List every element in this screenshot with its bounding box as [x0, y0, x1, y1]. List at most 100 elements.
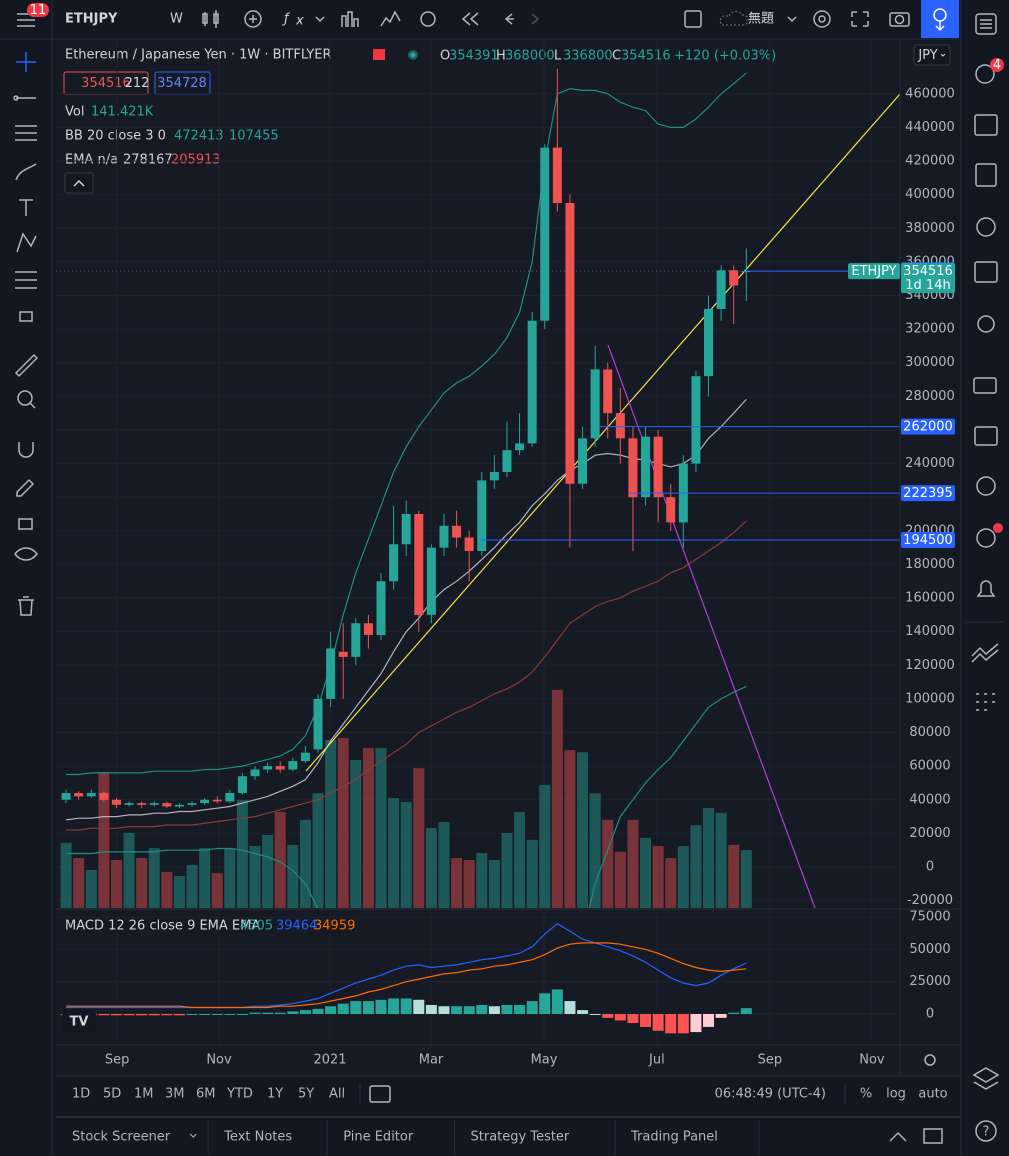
- price-label-box: [901, 418, 955, 435]
- draw-mode-tool[interactable]: [16, 478, 35, 497]
- range-button[interactable]: 6M: [196, 1087, 216, 1102]
- range-button[interactable]: YTD: [226, 1087, 253, 1102]
- lock-all-tool[interactable]: [18, 518, 33, 530]
- panel-tab[interactable]: Stock Screener: [72, 1130, 171, 1145]
- publish-button[interactable]: [921, 0, 959, 38]
- screenshot-icon[interactable]: [889, 12, 910, 27]
- bottom-bar: 1D 5D 1M 3M 6M YTD 1Y 5Y All 06:48:49 (UTC-4)% log…: [56, 1075, 960, 1156]
- fib-tool[interactable]: [15, 125, 37, 141]
- range-button[interactable]: 3M: [165, 1087, 185, 1102]
- range-button[interactable]: All: [329, 1087, 345, 1102]
- order-panel-icon[interactable]: [971, 643, 999, 663]
- hide-tool[interactable]: [14, 547, 38, 561]
- macd-histogram-bar: [740, 1008, 752, 1014]
- macd-histogram-bar: [589, 1013, 601, 1015]
- macd-histogram-bar: [715, 1013, 727, 1018]
- volume-bar: [325, 739, 337, 908]
- range-button[interactable]: 1Y: [267, 1087, 283, 1102]
- scale-option[interactable]: log: [886, 1087, 906, 1102]
- brush-tool[interactable]: [15, 163, 37, 181]
- bid[interactable]: 354516: [81, 76, 131, 91]
- right-sidebar: 4 ?: [966, 13, 1005, 1142]
- calendar-icon[interactable]: [974, 261, 998, 283]
- svg-text:𝗧𝗩: 𝗧𝗩: [70, 1015, 89, 1030]
- dropdown[interactable]: [315, 16, 325, 23]
- panel-tab[interactable]: Pine Editor: [343, 1130, 414, 1145]
- help-icon[interactable]: [975, 1120, 997, 1142]
- streams-icon[interactable]: [976, 476, 996, 496]
- hotlist-icon[interactable]: [976, 217, 996, 237]
- ideas-icon[interactable]: [977, 315, 995, 333]
- broadcast-icon[interactable]: [976, 528, 996, 548]
- delete-tool[interactable]: [18, 596, 34, 616]
- panel-tab[interactable]: Trading Panel: [630, 1130, 718, 1145]
- candle-body: [502, 450, 512, 472]
- volume-bar: [728, 844, 740, 908]
- zoom-tool[interactable]: [17, 390, 33, 406]
- dom-icon[interactable]: [976, 693, 995, 711]
- measure-tool[interactable]: [14, 353, 39, 378]
- candle-body: [149, 803, 159, 805]
- crosshair-tool[interactable]: [16, 52, 36, 72]
- lock-tool[interactable]: [19, 311, 33, 322]
- chat-icon[interactable]: [973, 377, 997, 394]
- range-button[interactable]: 5Y: [298, 1087, 314, 1102]
- currency[interactable]: JPY: [917, 48, 937, 63]
- maximize-panel[interactable]: [923, 1128, 943, 1144]
- text-tool[interactable]: [19, 199, 33, 216]
- y-tick-label: 400000: [905, 187, 955, 202]
- volume-bar: [488, 860, 500, 908]
- volume-bar: [274, 812, 286, 908]
- range-button[interactable]: 1D: [72, 1087, 90, 1102]
- messages-icon[interactable]: [974, 426, 998, 446]
- watchlist-icon[interactable]: [975, 13, 997, 35]
- clock-icon[interactable]: [420, 11, 436, 27]
- price-label: 194500: [903, 533, 953, 548]
- forecast-tool[interactable]: [15, 271, 37, 289]
- candle-body: [401, 514, 411, 545]
- interval[interactable]: W: [170, 12, 183, 27]
- y-tick-label: 460000: [905, 86, 955, 101]
- undo-icon[interactable]: [504, 13, 514, 25]
- scale-option[interactable]: %: [860, 1087, 872, 1102]
- notifications-icon[interactable]: [976, 580, 996, 597]
- date-range-icon[interactable]: [369, 1085, 391, 1103]
- redo-icon[interactable]: [531, 13, 540, 25]
- indicators-icon[interactable]: ƒ: [281, 12, 291, 27]
- scale-option[interactable]: auto: [918, 1087, 947, 1102]
- panel-tab[interactable]: Strategy Tester: [471, 1130, 570, 1145]
- alerts-icon[interactable]: [975, 64, 995, 84]
- layout-icon[interactable]: [684, 10, 702, 28]
- y-tick-label: 440000: [905, 120, 955, 135]
- layout-name[interactable]: 無題: [748, 12, 774, 27]
- templates-icon[interactable]: [341, 11, 359, 27]
- magnet-tool[interactable]: [18, 442, 34, 458]
- settings-icon[interactable]: [813, 10, 831, 28]
- pattern-tool[interactable]: [16, 232, 37, 253]
- range-button[interactable]: 5D: [103, 1087, 121, 1102]
- alerts-icon[interactable]: [380, 10, 401, 27]
- fullscreen-icon[interactable]: [851, 11, 869, 27]
- collapse-panel[interactable]: [889, 1131, 907, 1142]
- layers-icon[interactable]: [972, 1067, 1000, 1090]
- ask[interactable]: 354728: [157, 76, 207, 91]
- last-price-label: 354516: [903, 264, 953, 279]
- axis-settings[interactable]: [924, 1054, 936, 1066]
- calendar-list-icon[interactable]: [975, 163, 997, 187]
- volume-bar: [400, 801, 412, 908]
- news-icon[interactable]: [974, 114, 998, 136]
- currency-button[interactable]: [913, 44, 951, 66]
- replay-icon[interactable]: [461, 12, 479, 26]
- range-button[interactable]: 1M: [134, 1087, 154, 1102]
- candle-body: [552, 147, 562, 204]
- collapse-button[interactable]: [64, 172, 94, 194]
- panel-tab[interactable]: Text Notes: [223, 1130, 292, 1145]
- candle-body: [187, 803, 197, 805]
- macd-histogram-bar: [476, 1004, 488, 1014]
- chart-type-icon[interactable]: [202, 10, 219, 28]
- compare-icon[interactable]: [244, 10, 262, 28]
- macd-histogram-bar: [186, 1013, 198, 1015]
- symbol[interactable]: ETHJPY: [65, 12, 118, 27]
- candle-body: [275, 766, 285, 770]
- alert-badge-count: 4: [993, 58, 1001, 73]
